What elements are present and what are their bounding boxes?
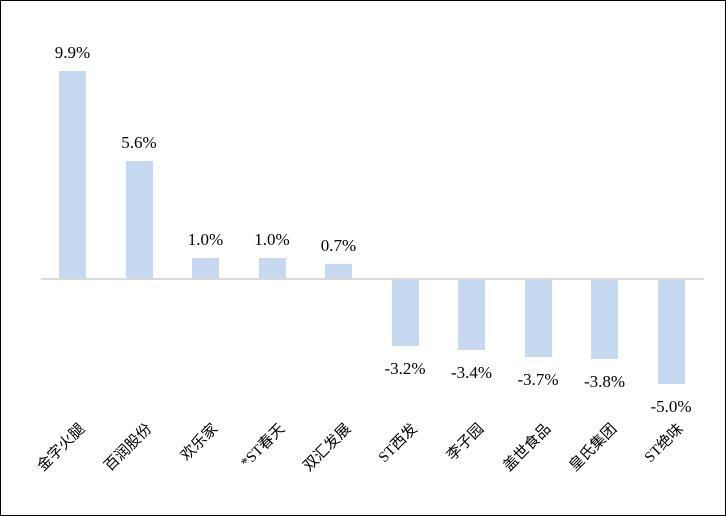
bar-value-label-1: 9.9%: [54, 43, 91, 63]
bar-value-label-8: -3.7%: [517, 369, 559, 389]
bar-value-label-6: -3.2%: [384, 359, 426, 379]
bar-value-label-3: 1.0%: [187, 230, 224, 249]
x-axis-label-9: 皇氏集团: [567, 421, 621, 475]
x-axis-label-2: 百润股份: [101, 421, 156, 475]
bar-value-label-4: 1.0%: [254, 230, 290, 249]
zero-axis-line: [41, 278, 704, 280]
bar-1: [59, 71, 86, 279]
bar-value-label-9: -3.8%: [583, 371, 626, 391]
x-axis-label-7: 李子园: [444, 421, 488, 465]
bar-value-label-5: 0.7%: [320, 236, 357, 256]
bar-4: [258, 258, 286, 279]
x-axis-label-6: ST西发: [376, 421, 422, 466]
bar-3: [192, 258, 219, 279]
bar-value-label-2: 5.6%: [121, 133, 157, 153]
x-axis-label-10: ST绝味: [642, 421, 688, 466]
bar-10: [657, 279, 685, 384]
bar-6: [391, 279, 419, 347]
bar-7: [458, 279, 485, 351]
x-axis-label-3: 欢乐家: [178, 421, 222, 465]
bar-value-label-7: -3.4%: [450, 363, 493, 383]
bar-9: [591, 279, 618, 359]
x-axis-label-5: 双汇发展: [301, 421, 355, 475]
bar-value-label-10: -5.0%: [650, 397, 692, 416]
bar-5: [325, 264, 352, 279]
x-axis-label-1: 金字火腿: [35, 421, 89, 475]
x-axis-label-8: 盖世食品: [500, 421, 555, 475]
bar-2: [125, 161, 153, 279]
bar-8: [524, 279, 552, 357]
x-axis-label-4: *ST春天: [238, 421, 289, 472]
